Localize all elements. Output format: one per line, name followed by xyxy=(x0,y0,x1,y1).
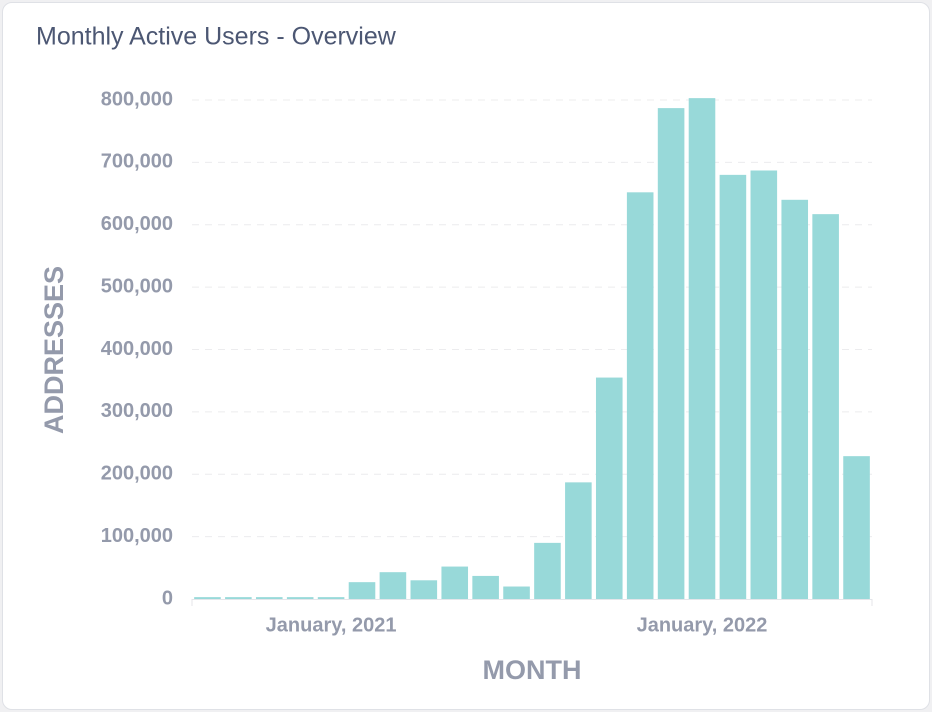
y-axis-label: ADDRESSES xyxy=(39,266,69,434)
bar xyxy=(441,566,469,599)
bar xyxy=(843,456,870,599)
y-tick-label: 100,000 xyxy=(101,525,173,547)
x-tick-label: January, 2022 xyxy=(637,614,768,636)
bar xyxy=(534,542,561,599)
y-tick-label: 400,000 xyxy=(101,338,173,360)
bar xyxy=(225,597,252,599)
y-tick-label: 700,000 xyxy=(101,151,173,173)
bar xyxy=(812,214,839,600)
bar xyxy=(626,192,654,599)
chart-title: Monthly Active Users - Overview xyxy=(36,23,397,51)
y-tick-label: 300,000 xyxy=(101,400,173,422)
bar xyxy=(595,377,623,599)
bar xyxy=(194,597,221,599)
bar xyxy=(317,597,345,599)
y-tick-label: 800,000 xyxy=(101,88,173,110)
bar xyxy=(348,582,376,599)
x-axis-label: MONTH xyxy=(483,655,582,685)
y-tick-label: 200,000 xyxy=(101,463,173,485)
bar xyxy=(503,586,530,599)
bar xyxy=(657,108,685,599)
bar xyxy=(255,597,283,599)
x-tick-label: January, 2021 xyxy=(266,614,397,636)
bar xyxy=(719,174,747,599)
y-tick-label: 600,000 xyxy=(101,213,173,235)
y-tick-label: 0 xyxy=(162,587,173,609)
bar xyxy=(750,170,778,599)
bar xyxy=(379,572,407,599)
bar xyxy=(565,482,592,599)
bar xyxy=(688,98,716,599)
bar xyxy=(286,597,314,599)
bar xyxy=(472,575,499,599)
y-tick-label: 500,000 xyxy=(101,275,173,297)
bar xyxy=(781,199,809,600)
bar xyxy=(410,580,438,599)
